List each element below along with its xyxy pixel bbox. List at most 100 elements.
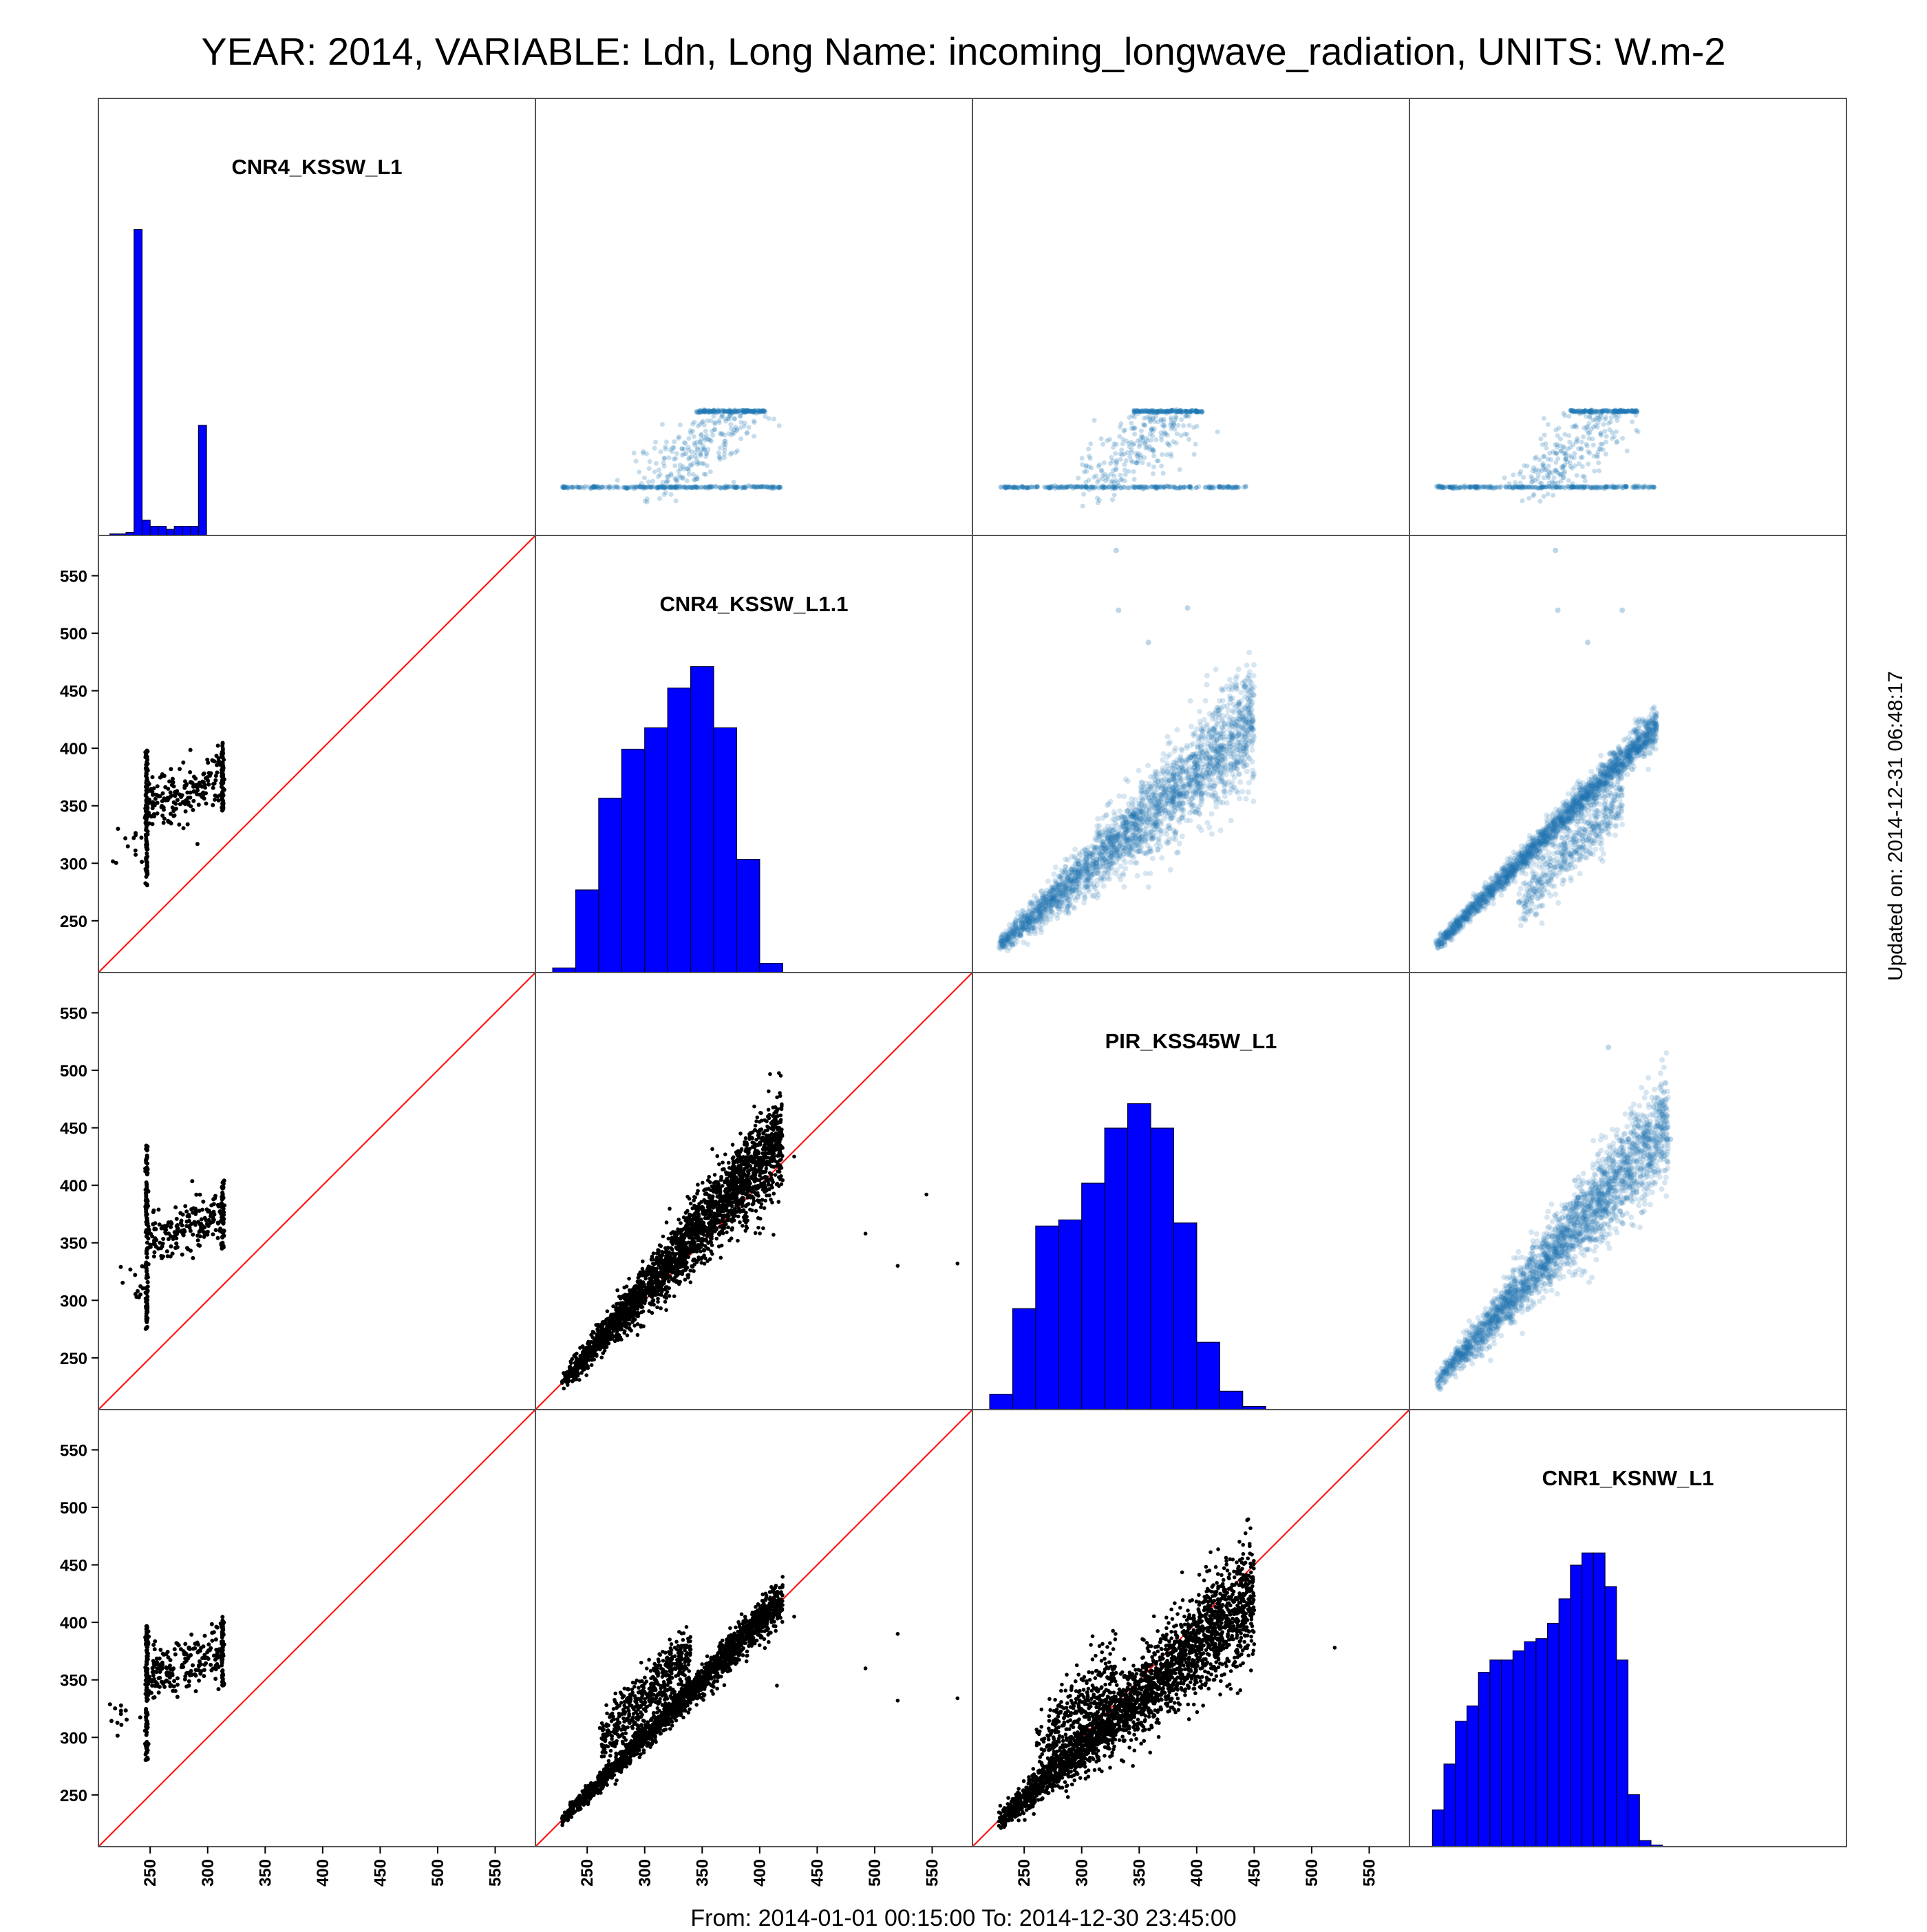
scatter-point [185, 790, 189, 794]
scatter-lower-r2-c1 [560, 1071, 959, 1390]
scatter-point [702, 1248, 706, 1252]
scatter-point [665, 1220, 669, 1224]
scatter-point [145, 838, 149, 842]
scatter-point [191, 1233, 195, 1237]
scatter-point [646, 1273, 650, 1277]
scatter-point [145, 1686, 149, 1690]
scatter-point [145, 1219, 149, 1223]
scatter-point [193, 1646, 197, 1650]
scatter-point [639, 1282, 643, 1286]
scatter-point [708, 1240, 712, 1244]
scatter-point [743, 1219, 747, 1223]
scatter-point [727, 1189, 732, 1193]
scatter-point [741, 1653, 745, 1657]
scatter-point [651, 1299, 655, 1303]
scatter-point [744, 1136, 748, 1140]
scatter-point [688, 1197, 692, 1201]
scatter-point [692, 1262, 696, 1266]
scatter-point [686, 1226, 690, 1230]
scatter-point [668, 1253, 672, 1257]
scatter-point [735, 1196, 739, 1200]
scatter-point [746, 1182, 750, 1186]
scatter-point [198, 781, 202, 785]
scatter-point [758, 1174, 762, 1178]
scatter-point [641, 1267, 645, 1271]
scatter-point [174, 1242, 178, 1246]
histogram-cnr4-kssw-l1-1: CNR4_KSSW_L1.1 [553, 592, 848, 973]
scatter-point [685, 1222, 690, 1226]
scatter-point [653, 1288, 657, 1292]
scatter-point [145, 860, 149, 864]
scatter-point [116, 827, 120, 831]
scatter-point [221, 801, 225, 805]
scatter-point [686, 1255, 690, 1259]
scatter-point [765, 1160, 769, 1165]
scatter-point [169, 1222, 173, 1226]
scatter-point [143, 1204, 147, 1209]
scatter-point [217, 1229, 222, 1233]
scatter-point [736, 1215, 741, 1219]
scatter-point [745, 1196, 749, 1200]
scatter-point [668, 1207, 672, 1211]
scatter-point [209, 1663, 213, 1667]
scatter-point [587, 1357, 591, 1361]
histogram-title: CNR4_KSSW_L1 [231, 155, 402, 179]
scatter-point [191, 799, 195, 803]
scatter-point [707, 1216, 711, 1220]
scatter-point [220, 1669, 224, 1673]
scatter-point [679, 1221, 683, 1225]
scatter-point [588, 1344, 592, 1348]
scatter-point [195, 842, 200, 846]
scatter-point [745, 1226, 749, 1230]
scatter-point [769, 1620, 774, 1624]
scatter-point [756, 1186, 760, 1190]
scatter-point [586, 1340, 590, 1344]
histogram-bar [1467, 1706, 1479, 1847]
histogram-bar [198, 425, 206, 535]
scatter-point [896, 1264, 900, 1268]
scatter-point [123, 836, 127, 840]
scatter-point [220, 1180, 224, 1185]
scatter-point [165, 1249, 169, 1253]
scatter-point [158, 1670, 162, 1674]
scatter-point [693, 1211, 697, 1216]
scatter-point [220, 1191, 224, 1195]
scatter-point [701, 1698, 705, 1702]
scatter-point [606, 1309, 610, 1313]
scatter-point [738, 1169, 743, 1174]
scatter-point [178, 802, 182, 806]
scatter-point [731, 1169, 735, 1174]
histogram-bar [691, 667, 714, 973]
scatter-point [763, 1646, 767, 1650]
scatter-point [717, 1163, 721, 1167]
scatter-point [750, 1195, 754, 1199]
scatter-point [669, 1231, 673, 1235]
histogram-bar [1502, 1660, 1513, 1847]
scatter-point [766, 1147, 770, 1151]
scatter-point [207, 771, 211, 775]
histogram-bar [1548, 1624, 1559, 1847]
scatter-point [161, 1237, 165, 1241]
scatter-point [685, 1216, 689, 1220]
scatter-point [145, 763, 149, 767]
scatter-point [202, 796, 206, 800]
scatter-point [169, 1683, 173, 1687]
scatter-point [213, 1657, 217, 1662]
scatter-point [220, 1615, 224, 1619]
scatter-point [145, 1634, 149, 1638]
scatter-point [628, 1307, 632, 1311]
scatter-point [152, 1670, 156, 1674]
scatter-point [160, 1255, 164, 1260]
scatter-point [756, 1150, 760, 1154]
scatter-point [209, 1203, 213, 1207]
scatter-point [767, 1108, 771, 1112]
scatter-point [164, 1666, 168, 1670]
scatter-point [175, 1676, 180, 1680]
scatter-point [601, 1351, 605, 1355]
scatter-point [756, 1130, 760, 1134]
scatter-point [183, 779, 187, 783]
scatter-point [145, 1642, 149, 1646]
scatter-point [779, 1130, 783, 1134]
scatter-point [721, 1204, 725, 1208]
scatter-point [661, 1251, 665, 1255]
